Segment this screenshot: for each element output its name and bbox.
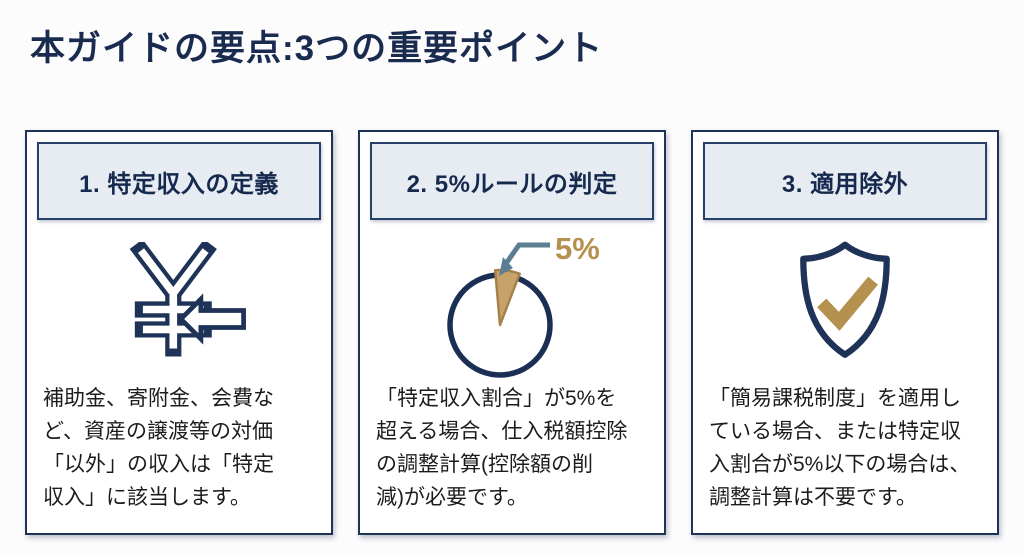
shield-check-icon (693, 220, 997, 380)
card-3-header-label: 3. 適用除外 (781, 170, 909, 198)
pie-percentage-label: 5% (555, 231, 600, 266)
card-five-percent-rule: 2. 5%ルールの判定 5% 「特定収入割合」が5%を 超える場合、仕入税額控除… (358, 130, 666, 535)
card-3-body-text: 「簡易課税制度」を適用し ている場合、または特定収 入割合が5%以下の場合は、 … (709, 387, 971, 509)
yen-incoming-arrow-icon (27, 220, 331, 380)
card-exemption: 3. 適用除外 「簡易課税制度」を適用し ている場合、または特定収 入割合が5%… (691, 130, 999, 535)
card-1-header: 1. 特定収入の定義 (37, 142, 321, 220)
pointer-arrow-line (502, 242, 550, 267)
pointer-arrowhead (498, 257, 513, 276)
card-1-header-label: 1. 特定収入の定義 (79, 170, 279, 198)
card-2-header-label: 2. 5%ルールの判定 (406, 170, 618, 198)
card-3-header: 3. 適用除外 (703, 142, 987, 220)
card-2-body-text: 「特定収入割合」が5%を 超える場合、仕入税額控除 の調整計算(控除額の削 減)… (376, 387, 628, 509)
checkmark (817, 276, 878, 331)
cards-row: 1. 特定収入の定義 補助金、寄附金、会費な ど、資産の譲渡等の対価 (25, 130, 999, 535)
page-title: 本ガイドの要点:3つの重要ポイント (30, 29, 604, 68)
card-2-header: 2. 5%ルールの判定 (370, 142, 654, 220)
card-specified-income-definition: 1. 特定収入の定義 補助金、寄附金、会費な ど、資産の譲渡等の対価 (25, 130, 333, 535)
card-1-body-text: 補助金、寄附金、会費な ど、資産の譲渡等の対価 「以外」の収入は「特定 収入」に… (43, 387, 274, 509)
pie-chart-5-percent-icon: 5% (360, 220, 664, 380)
